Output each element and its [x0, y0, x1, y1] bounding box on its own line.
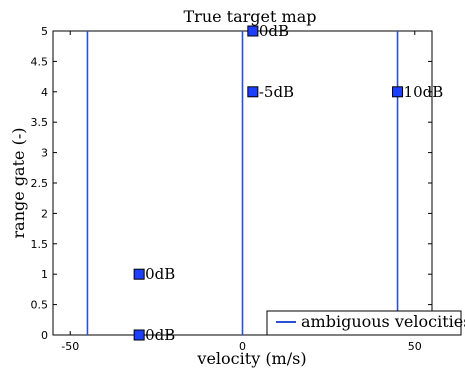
- y-tick-label: 2: [41, 207, 48, 220]
- legend-box: [266, 310, 462, 336]
- target-point-label: 10dB: [404, 83, 444, 101]
- target-point-label: 0dB: [145, 326, 175, 344]
- y-axis: 0 0.5 1 1.5 2 2.5 3 3.5 4 4.5 5: [31, 25, 432, 342]
- target-point-marker: [247, 86, 259, 98]
- legend: ambiguous velocities: [266, 310, 465, 336]
- y-tick-label: 2.5: [31, 177, 49, 190]
- y-tick-label: 0.5: [31, 299, 49, 312]
- y-tick-label: 4: [41, 86, 48, 99]
- target-point-label: 0dB: [145, 265, 175, 283]
- y-tick-label: 1: [41, 268, 48, 281]
- y-tick-label: 4.5: [31, 55, 49, 68]
- target-point-marker: [392, 86, 404, 98]
- x-axis: -50 0 50: [61, 31, 422, 353]
- target-point-label: -5dB: [259, 83, 294, 101]
- target-point-marker: [133, 268, 145, 280]
- target-point-marker: [133, 329, 145, 341]
- x-tick-label: 0: [239, 340, 246, 353]
- chart-title: True target map: [184, 7, 317, 26]
- y-tick-label: 3.5: [31, 116, 49, 129]
- ambiguous-velocity-lines: [86, 31, 399, 335]
- y-tick-label: 1.5: [31, 238, 49, 251]
- y-tick-label: 3: [41, 147, 48, 160]
- legend-label: ambiguous velocities: [301, 312, 465, 331]
- x-tick-label: 50: [408, 340, 422, 353]
- y-axis-label: range gate (-): [9, 128, 28, 239]
- y-tick-label: 0: [41, 329, 48, 342]
- y-tick-label: 5: [41, 25, 48, 38]
- target-point-marker: [247, 25, 259, 37]
- target-points: 0dB 0dB -5dB 0dB 10dB: [133, 22, 444, 344]
- target-point-label: 0dB: [259, 22, 289, 40]
- x-tick-label: -50: [61, 340, 79, 353]
- x-axis-label: velocity (m/s): [196, 349, 306, 368]
